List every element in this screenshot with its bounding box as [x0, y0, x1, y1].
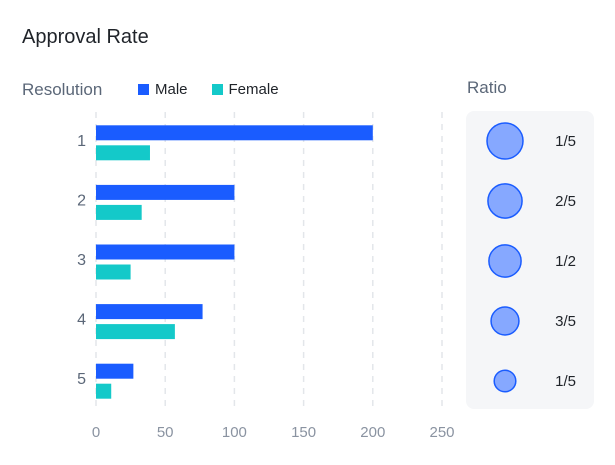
ratio-bubble — [486, 122, 524, 160]
ratio-bubble — [488, 244, 522, 278]
ratio-bubble — [493, 369, 517, 393]
bar-female-3 — [96, 264, 131, 280]
x-tick-label: 250 — [429, 424, 454, 441]
chart-title: Approval Rate — [22, 26, 149, 48]
ratio-label: 1/5 — [555, 133, 576, 150]
legend-item-female[interactable]: Female — [211, 81, 279, 98]
bar-male-1 — [96, 125, 373, 141]
ratio-panel — [466, 111, 594, 409]
ratio-label: 3/5 — [555, 313, 576, 330]
bar-female-1 — [96, 145, 150, 161]
bar-female-4 — [96, 324, 175, 340]
y-tick-label: 5 — [77, 371, 86, 388]
ratio-label: 1/2 — [555, 253, 576, 270]
bar-female-5 — [96, 383, 112, 399]
bar-male-2 — [96, 184, 235, 200]
y-tick-label: 2 — [77, 192, 86, 209]
legend-label-female: Female — [228, 81, 279, 98]
ratio-label: 1/5 — [555, 373, 576, 390]
bar-female-2 — [96, 204, 142, 220]
x-tick-label: 200 — [360, 424, 385, 441]
y-tick-label: 3 — [77, 252, 86, 269]
legend-swatch-female — [211, 84, 223, 95]
bar-male-3 — [96, 244, 235, 260]
y-axis-label: Resolution — [22, 80, 103, 99]
bar-male-4 — [96, 304, 203, 320]
ratio-title: Ratio — [467, 78, 507, 97]
legend-label-male: Male — [155, 81, 188, 98]
ratio-bubble — [487, 183, 523, 219]
legend: Male Female — [138, 81, 279, 98]
x-tick-label: 150 — [291, 424, 316, 441]
bar-male-5 — [96, 363, 134, 379]
y-tick-label: 1 — [77, 133, 86, 150]
x-tick-label: 50 — [157, 424, 174, 441]
x-tick-label: 0 — [92, 424, 100, 441]
ratio-label: 2/5 — [555, 193, 576, 210]
ratio-bubble — [490, 306, 520, 336]
y-tick-label: 4 — [77, 312, 86, 329]
legend-item-male[interactable]: Male — [138, 81, 188, 98]
legend-swatch-male — [138, 84, 149, 95]
x-tick-label: 100 — [222, 424, 247, 441]
